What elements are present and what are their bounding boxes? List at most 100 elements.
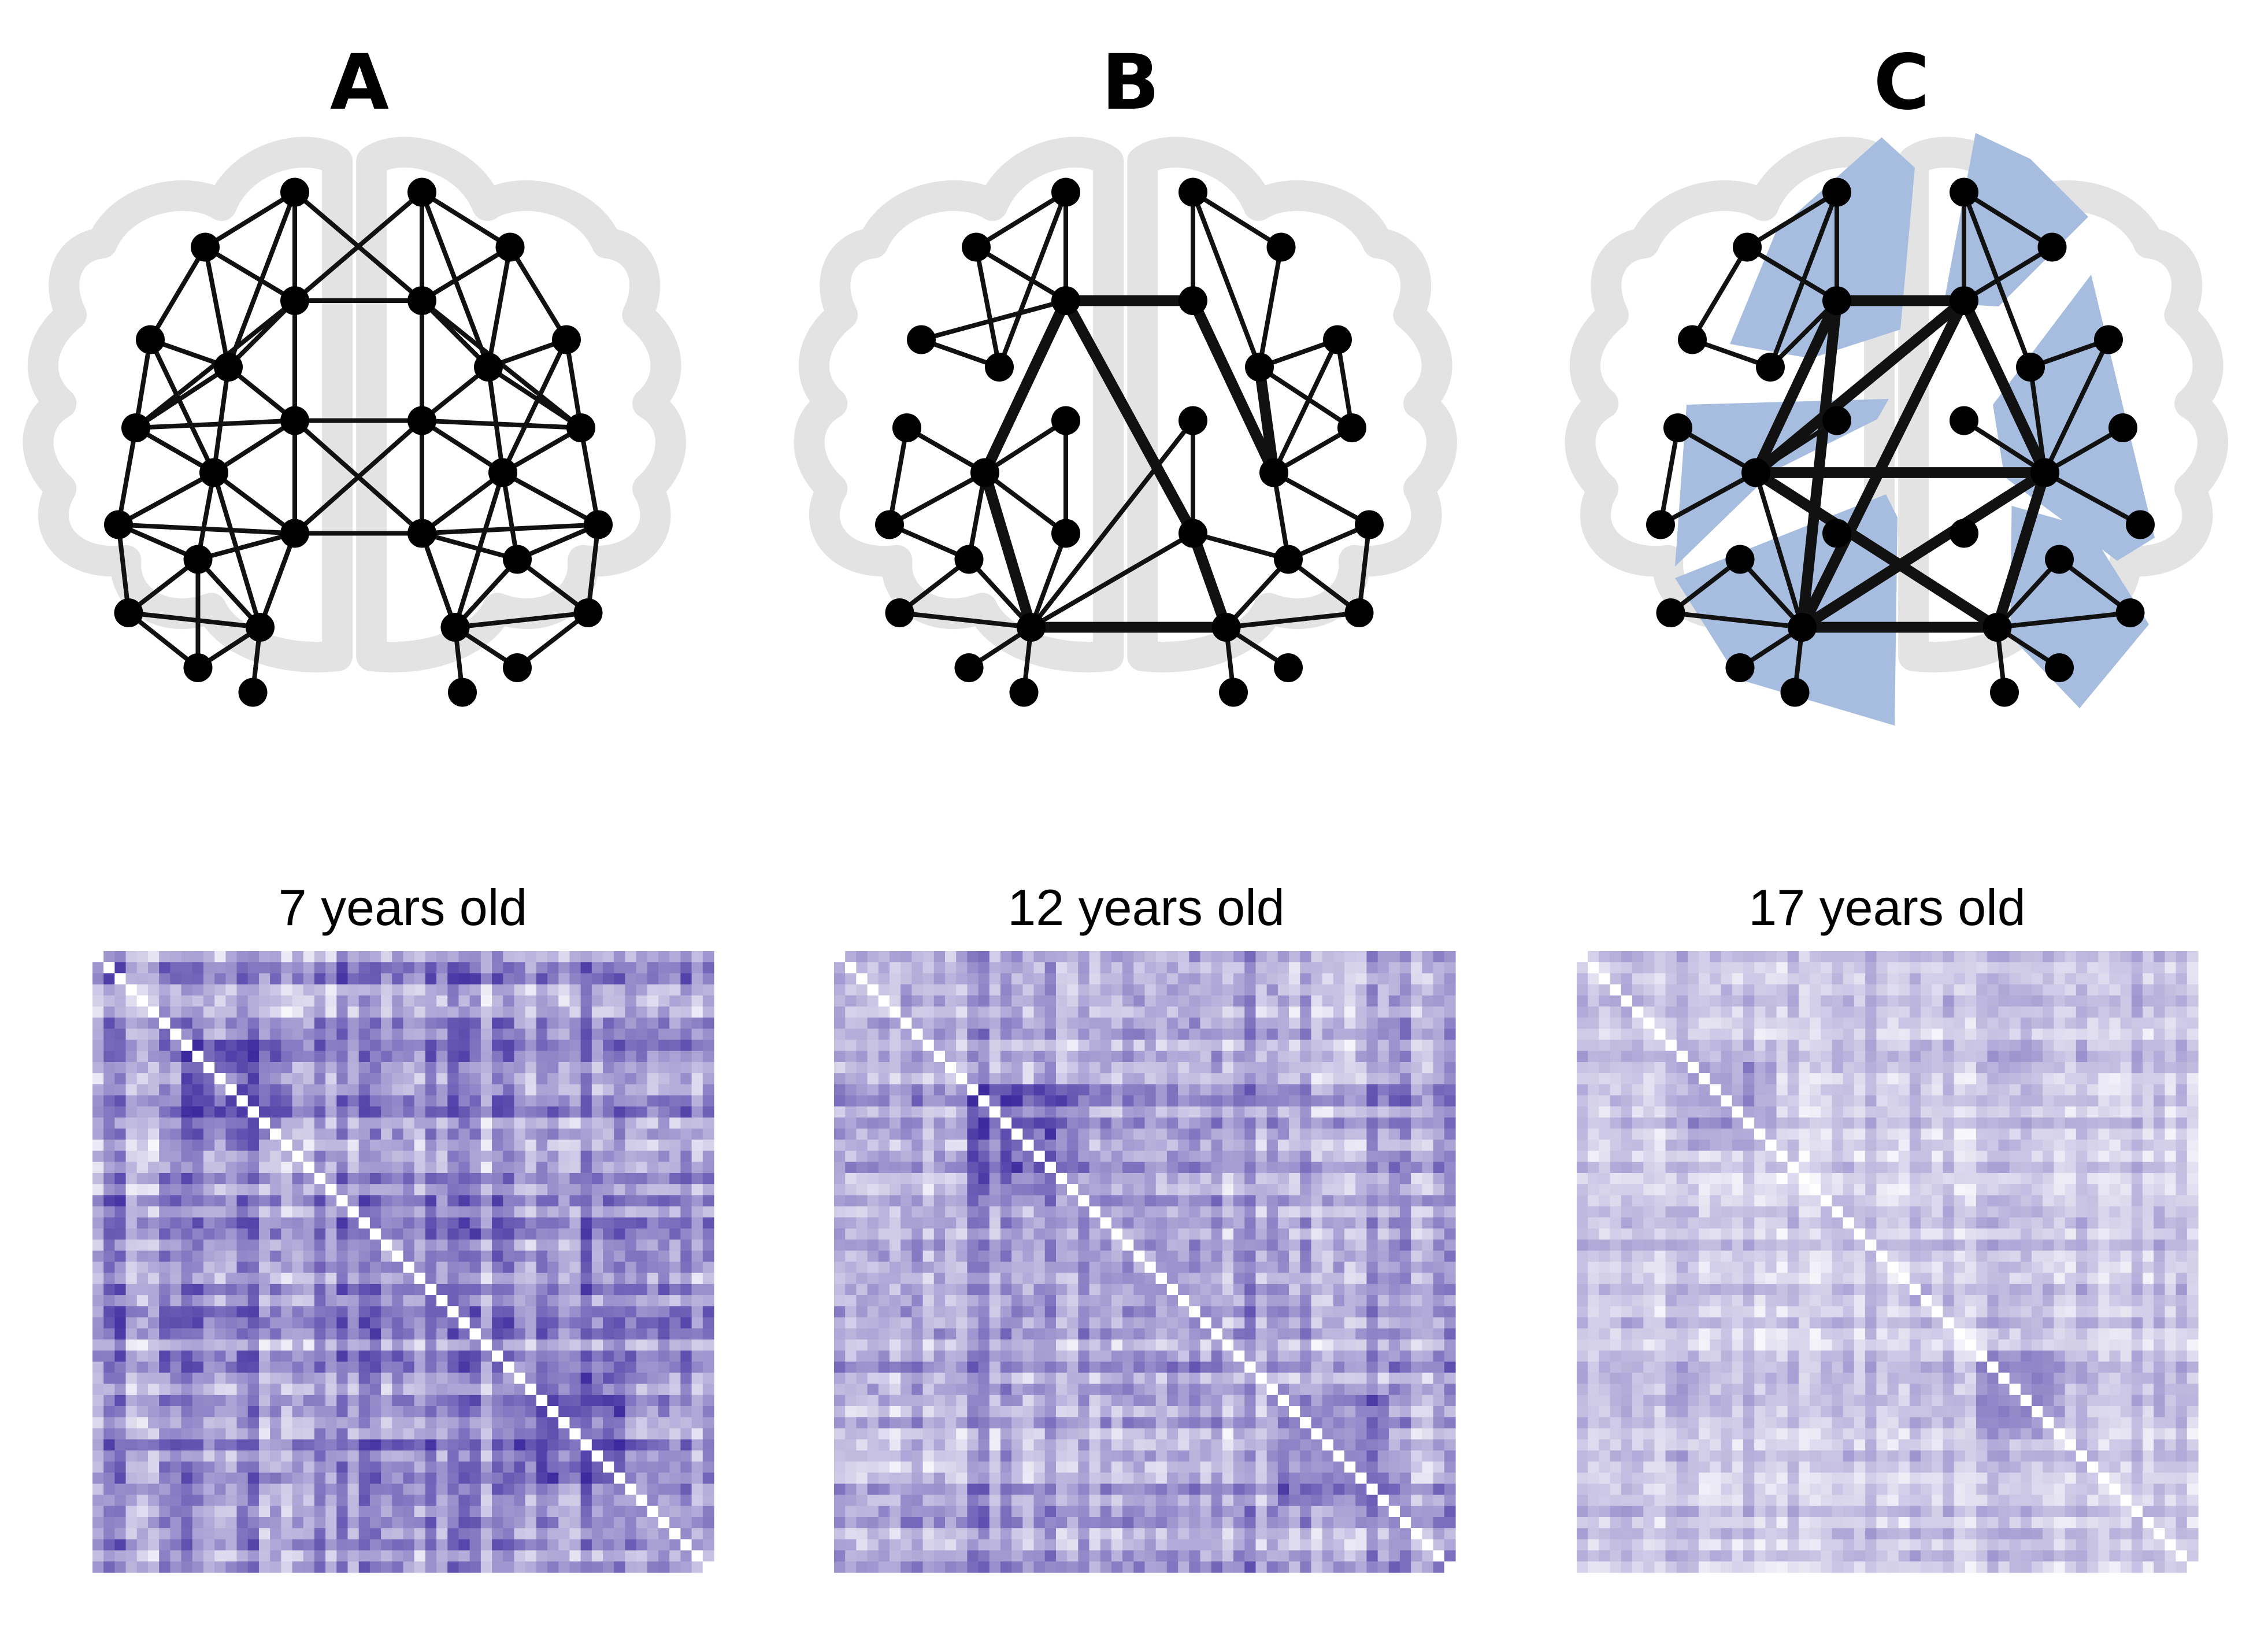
matrix-cell bbox=[658, 1039, 670, 1052]
matrix-cell bbox=[514, 1383, 526, 1396]
matrix-cell bbox=[536, 1483, 548, 1496]
matrix-cell bbox=[702, 1272, 714, 1285]
matrix-cell bbox=[1122, 1150, 1134, 1163]
matrix-cell bbox=[458, 1317, 470, 1329]
matrix-cell bbox=[1222, 973, 1234, 985]
matrix-cell bbox=[1200, 1351, 1212, 1362]
matrix-cell bbox=[569, 1206, 581, 1218]
matrix-cell bbox=[1011, 1295, 1023, 1307]
matrix-cell bbox=[547, 1550, 559, 1562]
matrix-cell bbox=[514, 962, 526, 974]
network-edge bbox=[974, 190, 1068, 249]
matrix-cell bbox=[92, 1261, 104, 1274]
matrix-cell bbox=[203, 1317, 215, 1329]
matrix-cell bbox=[147, 1272, 160, 1285]
matrix-cell bbox=[514, 1228, 526, 1240]
matrix-cell bbox=[1144, 1150, 1157, 1163]
matrix-cell bbox=[125, 1139, 138, 1152]
matrix-cell bbox=[1222, 984, 1234, 996]
matrix-cell bbox=[1144, 1228, 1157, 1240]
matrix-cell bbox=[856, 1073, 868, 1085]
matrix-cell bbox=[369, 1528, 381, 1540]
matrix-cell bbox=[922, 1172, 935, 1185]
matrix-cell bbox=[1100, 1129, 1112, 1140]
matrix-cell bbox=[336, 1006, 349, 1018]
matrix-cell bbox=[647, 1006, 659, 1018]
matrix-cell bbox=[258, 1006, 270, 1018]
matrix-cell bbox=[525, 1261, 537, 1274]
matrix-cell bbox=[147, 1039, 160, 1052]
matrix-cell bbox=[314, 1295, 326, 1307]
matrix-cell bbox=[236, 1317, 249, 1329]
matrix-cell bbox=[247, 1550, 260, 1562]
matrix-cell bbox=[658, 1240, 670, 1251]
matrix-cell bbox=[1178, 1328, 1189, 1340]
matrix-cell bbox=[1244, 1028, 1257, 1041]
matrix-cell bbox=[336, 1383, 349, 1396]
matrix-cell bbox=[1155, 962, 1168, 974]
network-node bbox=[1990, 678, 2019, 707]
matrix-cell bbox=[247, 1462, 260, 1473]
matrix-cell bbox=[103, 1539, 115, 1551]
matrix-cell bbox=[336, 1117, 349, 1129]
matrix-cell bbox=[1211, 1161, 1223, 1174]
network-edge bbox=[1335, 339, 1354, 428]
matrix-cell bbox=[967, 951, 979, 963]
matrix-cell bbox=[136, 1261, 149, 1274]
matrix-cell bbox=[933, 1172, 946, 1185]
matrix-cell bbox=[469, 1018, 481, 1029]
matrix-cell bbox=[845, 1328, 857, 1340]
matrix-cell bbox=[1022, 1106, 1035, 1118]
matrix-cell bbox=[358, 1161, 370, 1174]
matrix-cell bbox=[603, 1073, 614, 1085]
matrix-cell bbox=[170, 973, 182, 985]
matrix-cell bbox=[1067, 984, 1079, 996]
matrix-cell bbox=[114, 1406, 127, 1418]
matrix-cell bbox=[247, 1161, 260, 1174]
matrix-cell bbox=[669, 1184, 681, 1196]
matrix-cell bbox=[369, 1184, 381, 1196]
matrix-cell bbox=[281, 1283, 293, 1296]
matrix-cell bbox=[159, 1217, 171, 1229]
matrix-cell bbox=[1100, 1106, 1112, 1118]
matrix-cell bbox=[292, 1217, 304, 1229]
matrix-cell bbox=[647, 1306, 659, 1318]
matrix-cell bbox=[292, 1117, 304, 1129]
matrix-cell bbox=[834, 1039, 846, 1052]
matrix-cell bbox=[1000, 1317, 1012, 1329]
network-edge bbox=[1226, 611, 1359, 630]
matrix-cell bbox=[691, 1494, 703, 1507]
matrix-cell bbox=[625, 1394, 637, 1407]
matrix-cell bbox=[469, 1472, 481, 1485]
matrix-cell bbox=[944, 1028, 957, 1041]
matrix-cell bbox=[1000, 995, 1012, 1007]
matrix-cell bbox=[103, 1372, 115, 1385]
matrix-cell bbox=[867, 962, 879, 974]
matrix-cell bbox=[136, 1139, 149, 1152]
matrix-cell bbox=[856, 1139, 868, 1152]
matrix-cell bbox=[922, 995, 935, 1007]
matrix-cell bbox=[1133, 1106, 1146, 1118]
matrix-cell bbox=[944, 1250, 957, 1263]
matrix-cell bbox=[1133, 1184, 1146, 1196]
matrix-cell bbox=[303, 1217, 315, 1229]
matrix-cell bbox=[92, 984, 104, 996]
matrix-cell bbox=[447, 1095, 459, 1107]
matrix-cell bbox=[225, 1150, 238, 1163]
matrix-cell bbox=[603, 1394, 614, 1407]
matrix-cell bbox=[867, 995, 879, 1007]
matrix-cell bbox=[1044, 1306, 1057, 1318]
network-node bbox=[1822, 519, 1851, 548]
matrix-cell bbox=[691, 1073, 703, 1085]
matrix-cell bbox=[636, 962, 648, 974]
matrix-cell bbox=[403, 1561, 415, 1573]
matrix-cell bbox=[1122, 1139, 1134, 1152]
matrix-cell bbox=[492, 1084, 503, 1096]
matrix-cell bbox=[845, 995, 857, 1007]
matrix-cell bbox=[603, 1217, 614, 1229]
matrix-cell bbox=[1122, 1018, 1134, 1029]
matrix-cell bbox=[669, 1073, 681, 1085]
matrix-cell bbox=[347, 1428, 360, 1440]
matrix-cell bbox=[845, 1250, 857, 1263]
matrix-cell bbox=[159, 1383, 171, 1396]
